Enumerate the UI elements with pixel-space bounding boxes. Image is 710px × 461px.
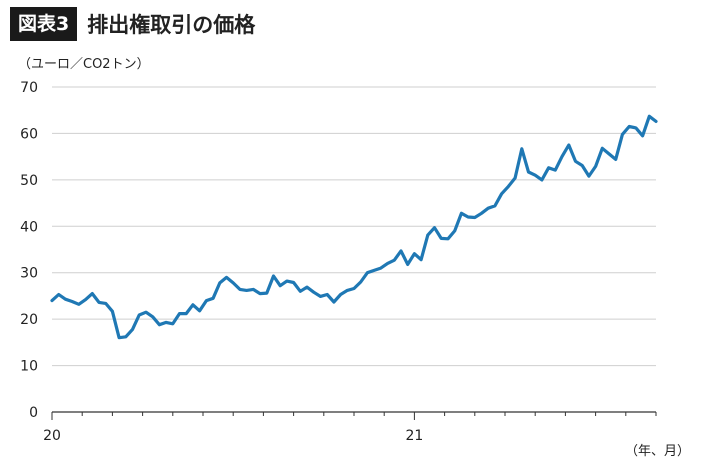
grid-lines — [52, 86, 656, 367]
y-tick-label: 0 — [29, 405, 38, 421]
y-axis-label: （ユーロ／CO2トン） — [18, 57, 150, 72]
y-tick-label: 40 — [20, 219, 38, 235]
y-tick-label: 50 — [20, 173, 38, 189]
x-tick-labels: 20 21 — [43, 428, 423, 444]
series-group — [50, 114, 658, 340]
y-tick-label: 60 — [20, 126, 38, 142]
x-tick-label: 21 — [405, 428, 423, 444]
y-tick-label: 70 — [20, 80, 38, 96]
x-axis-label: （年、月） — [625, 444, 690, 459]
y-tick-label: 20 — [20, 312, 38, 328]
series-line — [50, 114, 658, 340]
y-tick-label: 30 — [20, 266, 38, 282]
title-row: 図表3 排出権取引の価格 — [10, 6, 255, 42]
x-axis — [51, 411, 657, 420]
y-tick-labels: 0 10 20 30 40 50 60 70 — [20, 80, 38, 421]
x-tick-label: 20 — [43, 428, 61, 444]
figure-badge: 図表3 — [10, 7, 78, 41]
y-tick-label: 10 — [20, 359, 38, 375]
chart-title: 排出権取引の価格 — [87, 13, 256, 37]
